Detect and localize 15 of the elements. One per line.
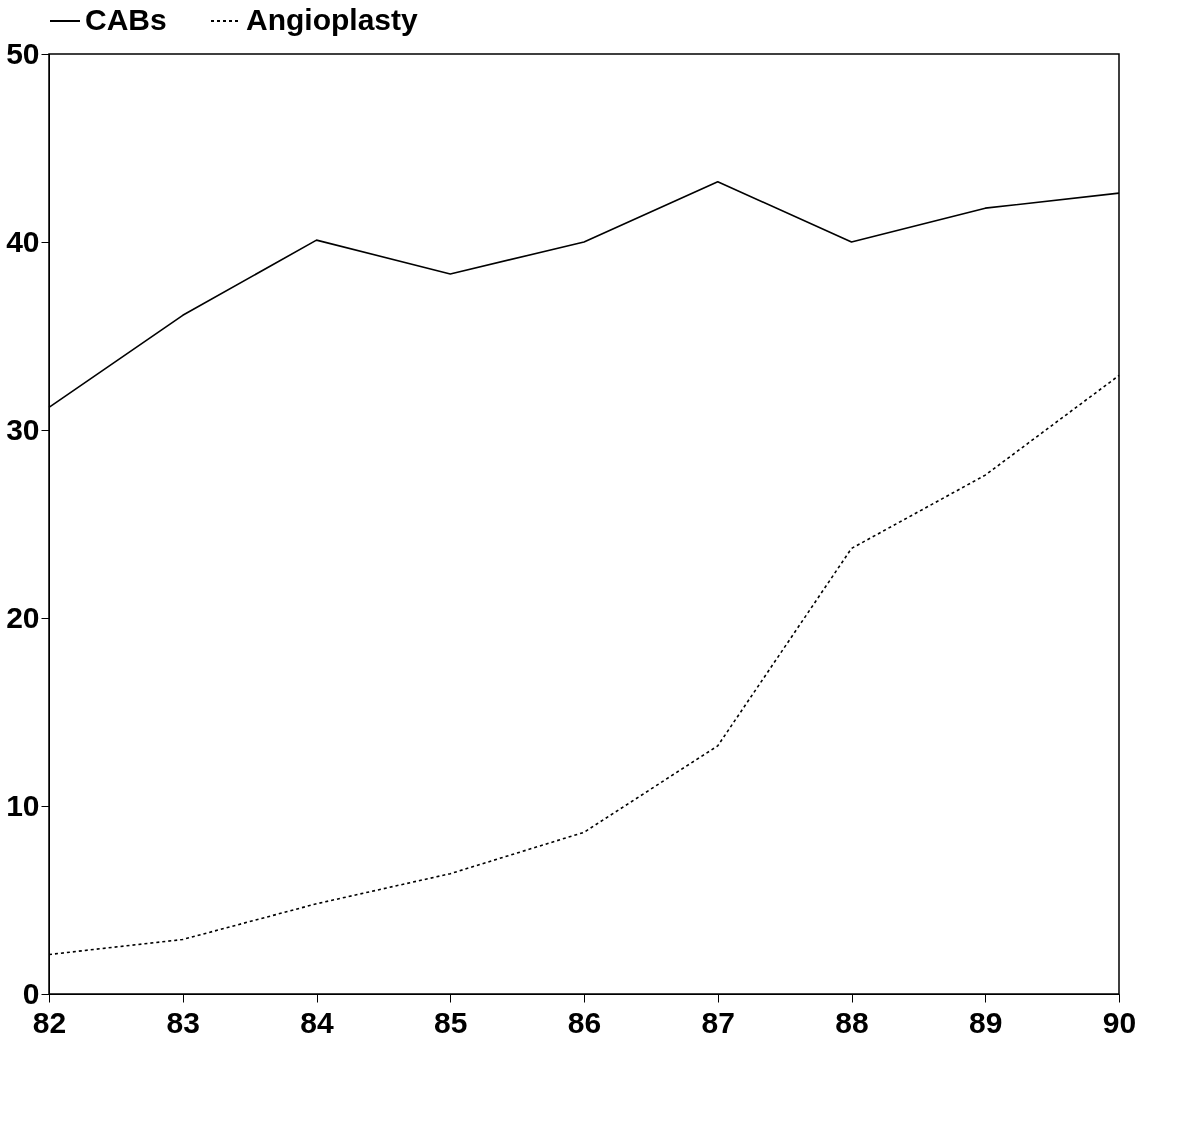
y-tick-label: 10 — [6, 788, 40, 822]
x-tick-label: 85 — [434, 1005, 468, 1039]
y-tick-label: 30 — [6, 412, 40, 446]
y-tick-label: 20 — [6, 600, 40, 634]
legend-label: Angioplasty — [246, 3, 418, 36]
x-tick-label: 87 — [701, 1005, 735, 1039]
x-tick-label: 88 — [835, 1005, 869, 1039]
x-tick-label: 84 — [300, 1005, 334, 1039]
y-tick-label: 50 — [6, 36, 40, 70]
x-tick-label: 86 — [567, 1005, 602, 1039]
x-tick-label: 89 — [969, 1005, 1003, 1039]
x-tick-label: 83 — [166, 1005, 200, 1039]
x-tick-label: 90 — [1102, 1005, 1137, 1039]
y-tick-label: 40 — [6, 224, 40, 258]
legend-label: CABs — [85, 3, 167, 36]
